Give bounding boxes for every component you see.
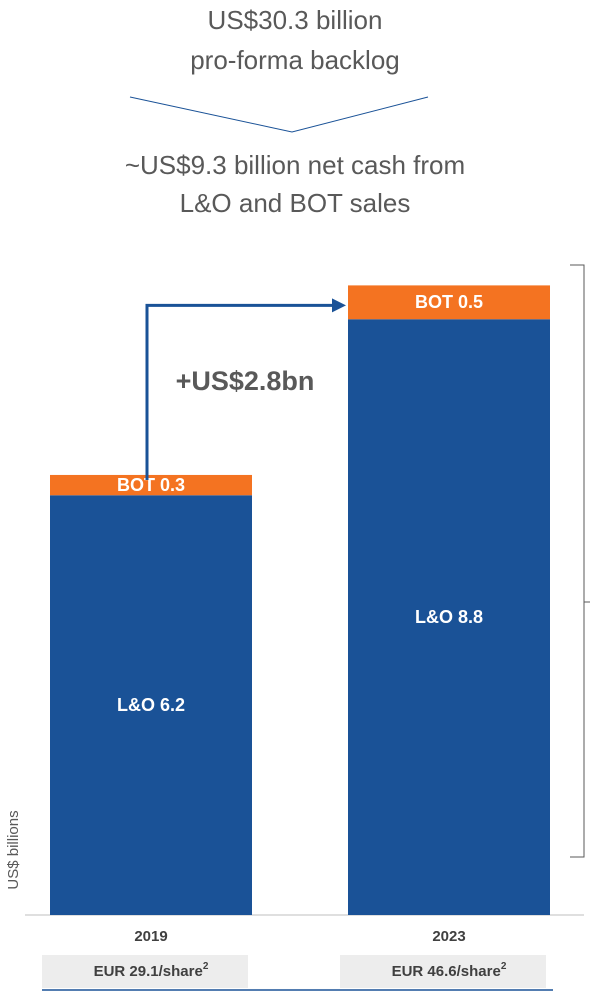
share-box xyxy=(42,955,248,988)
arrow-head xyxy=(332,298,346,313)
data-label: L&O 8.8 xyxy=(415,607,483,627)
data-label: BOT 0.5 xyxy=(415,292,483,312)
chevron xyxy=(129,96,429,133)
data-label: BOT 0.3 xyxy=(117,475,185,495)
data-label: L&O 6.2 xyxy=(117,695,185,715)
per-share-sup: 2 xyxy=(203,961,209,972)
x-tick-label: 2019 xyxy=(134,928,167,945)
header-line: L&O and BOT sales xyxy=(180,188,411,218)
per-share: EUR 29.1/share2 xyxy=(94,961,209,980)
header-line: pro-forma backlog xyxy=(190,45,400,75)
growth-arrow xyxy=(145,303,334,480)
bar-segment xyxy=(348,319,550,915)
header-line: ~US$9.3 billion net cash from xyxy=(125,150,465,180)
x-tick-label: 2023 xyxy=(432,928,465,945)
annotation: +US$2.8bn xyxy=(176,366,315,396)
share-box xyxy=(340,955,546,988)
header-line: US$30.3 billion xyxy=(208,5,383,35)
per-share-text: EUR 46.6/share xyxy=(392,963,501,980)
per-share-text: EUR 29.1/share xyxy=(94,963,203,980)
bracket xyxy=(570,264,585,858)
bar-segment xyxy=(348,285,550,320)
per-share-sup: 2 xyxy=(501,961,507,972)
bar-segment xyxy=(50,495,252,915)
y-axis-label: US$ billions xyxy=(5,810,22,889)
per-share: EUR 46.6/share2 xyxy=(392,961,507,980)
bar-segment xyxy=(50,474,252,496)
